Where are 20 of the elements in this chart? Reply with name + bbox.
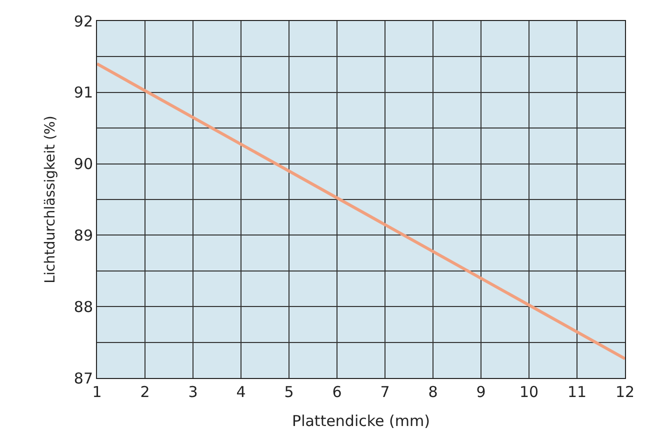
y-tick-label: 90 (74, 155, 93, 174)
x-axis-title: Plattendicke (mm) (292, 412, 430, 430)
y-tick-label: 91 (74, 84, 93, 102)
x-tick-label: 12 (615, 383, 635, 401)
y-axis-title: Lichtdurchlässigkeit (%) (42, 116, 59, 284)
x-tick-label: 4 (236, 383, 246, 401)
y-tick-label: 89 (74, 226, 93, 244)
x-tick-label: 3 (188, 383, 198, 401)
x-tick-label: 11 (567, 383, 587, 401)
y-tick-label: 87 (74, 369, 93, 388)
x-tick-label: 5 (284, 383, 294, 401)
x-tick-label: 10 (519, 383, 539, 401)
x-tick-label: 7 (380, 383, 390, 401)
x-tick-label: 1 (92, 383, 102, 401)
x-tick-label: 8 (428, 383, 438, 401)
y-tick-label: 88 (74, 298, 93, 316)
x-tick-label: 9 (476, 383, 486, 401)
x-tick-label: 2 (140, 383, 150, 401)
y-tick-label: 92 (74, 12, 93, 30)
x-tick-label: 6 (332, 383, 342, 401)
